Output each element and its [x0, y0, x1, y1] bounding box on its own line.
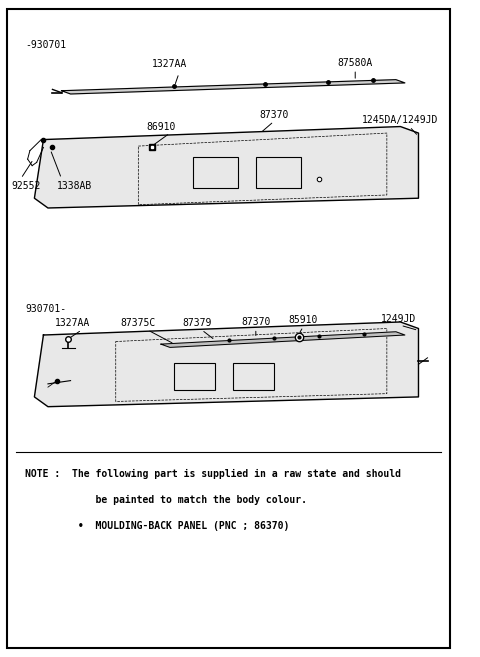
Text: be painted to match the body colour.: be painted to match the body colour. [25, 495, 307, 505]
Polygon shape [61, 79, 405, 94]
Text: -930701: -930701 [25, 40, 67, 50]
Text: NOTE :  The following part is supplied in a raw state and should: NOTE : The following part is supplied in… [25, 468, 401, 478]
Text: 1249JD: 1249JD [381, 314, 416, 324]
Text: 87580A: 87580A [337, 58, 373, 68]
Bar [174, 363, 215, 390]
Text: 87375C: 87375C [120, 319, 156, 328]
Text: 1245DA/1249JD: 1245DA/1249JD [362, 115, 439, 125]
Bar [192, 157, 238, 189]
Text: 1327AA: 1327AA [55, 319, 90, 328]
Bar [256, 157, 301, 189]
Text: 1327AA: 1327AA [152, 59, 188, 69]
Polygon shape [161, 332, 405, 348]
Polygon shape [35, 127, 419, 208]
Text: 930701-: 930701- [25, 304, 67, 314]
Text: 87370: 87370 [241, 317, 271, 327]
Text: 1338AB: 1338AB [57, 181, 92, 191]
Text: 85910: 85910 [288, 315, 318, 325]
Polygon shape [35, 322, 419, 407]
Text: 86910: 86910 [146, 122, 176, 132]
Text: 87370: 87370 [259, 110, 288, 120]
Bar [233, 363, 274, 390]
Text: •  MOULDING-BACK PANEL (PNC ; 86370): • MOULDING-BACK PANEL (PNC ; 86370) [25, 521, 290, 531]
Text: 92552: 92552 [12, 181, 41, 191]
Text: 87379: 87379 [182, 319, 212, 328]
